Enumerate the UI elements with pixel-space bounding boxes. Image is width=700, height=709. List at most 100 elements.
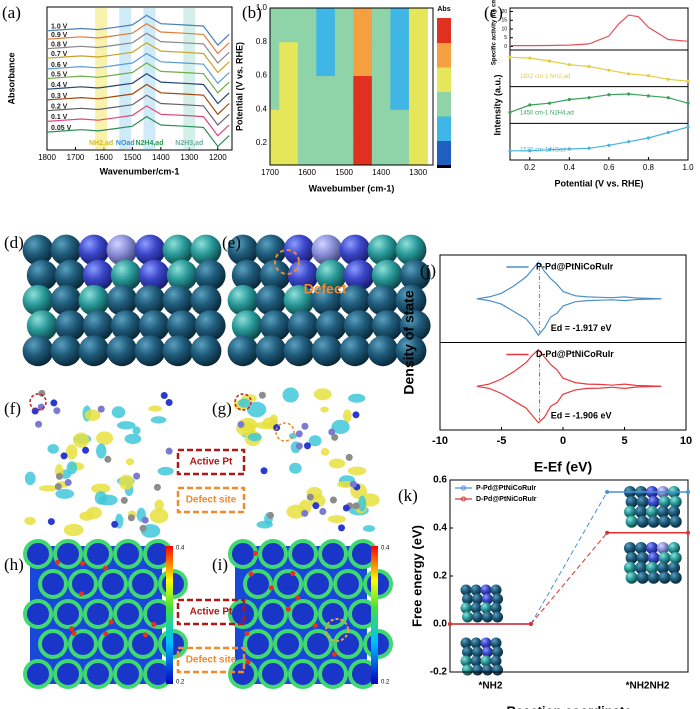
atom-sphere: [255, 335, 287, 367]
point: [508, 149, 512, 153]
contour-ring: [83, 599, 113, 629]
atom-sphere: [399, 310, 431, 341]
model-sphere: [623, 561, 637, 574]
contour-ring: [228, 659, 258, 689]
box-label: Active Pt: [190, 607, 233, 618]
model-sphere: [625, 571, 638, 584]
charge-blob: [238, 398, 251, 408]
band-label: NOad: [116, 140, 135, 147]
model-sphere: [482, 593, 493, 605]
charge-blob: [269, 414, 278, 426]
heatmap-cell: [371, 75, 391, 110]
illustrations: Defect 0.4 0.2 0.4 0.2 Active Pt Defect site Ac…: [22, 234, 682, 689]
point: [627, 140, 631, 144]
point: [567, 147, 571, 151]
model-sphere: [658, 571, 671, 584]
point: [686, 125, 690, 129]
charge-blob: [47, 443, 59, 454]
charge-blob: [79, 511, 95, 521]
contour-hot: [295, 595, 301, 601]
atom-sphere: [138, 259, 170, 291]
heatmap-cell: [334, 109, 354, 144]
level-end: [448, 622, 452, 626]
heatmap-cell: [316, 109, 336, 144]
charge-blob: [111, 406, 126, 419]
atom-sphere: [283, 335, 315, 367]
colorbar-tick: 0.2: [381, 680, 390, 686]
band: [95, 8, 108, 149]
model-sphere: [647, 495, 660, 508]
legend-label: P-Pd@PtNiCoRuIr: [476, 485, 536, 492]
contour-ring: [113, 599, 143, 629]
y-axis-label: Absorbance: [6, 52, 16, 104]
point: [547, 101, 552, 105]
series-label: 0.7 V: [51, 51, 68, 58]
atom-sphere: [82, 310, 114, 341]
contour-ring: [38, 629, 68, 659]
point: [528, 103, 532, 107]
heatmap-cell: [371, 8, 391, 43]
plot-frame: [269, 7, 434, 166]
atom-sphere: [194, 259, 226, 291]
ed-label: Ed = -1.906 eV: [551, 410, 612, 420]
charge-blob: [313, 388, 332, 401]
x-tick-label: 1300: [409, 168, 427, 177]
atom: [165, 447, 173, 455]
model-sphere: [656, 505, 670, 518]
model-sphere: [480, 584, 492, 596]
atom: [55, 472, 63, 480]
atom: [301, 422, 309, 430]
contour-ring: [113, 659, 143, 689]
atom-sphere: [259, 259, 291, 291]
model-sphere: [492, 611, 503, 623]
atom-sphere: [367, 234, 399, 266]
contour-ring: [273, 569, 303, 599]
x-tick-label: 1500: [123, 153, 141, 162]
atom-sphere: [134, 234, 166, 266]
heatmap-cell: [270, 8, 280, 43]
legend-label: P-Pd@PtNiCoRuIr: [536, 261, 614, 271]
line: [46, 22, 230, 55]
band-label: N2H4,ad: [135, 140, 163, 147]
line: [46, 105, 230, 137]
model-sphere: [645, 541, 659, 555]
y-axis-label: Specific activity mA cm-2: [492, 0, 498, 65]
y-tick-label: 1.0: [256, 3, 268, 12]
model-sphere: [625, 495, 638, 508]
colorbar-step: [437, 67, 451, 92]
line: [46, 42, 230, 74]
charge-blob: [65, 444, 78, 460]
model-sphere: [470, 637, 482, 649]
charge-blob: [358, 495, 367, 512]
colorbar-tick: 0.4: [176, 546, 185, 552]
atom-sphere: [311, 335, 343, 367]
atom: [60, 452, 68, 460]
label-box: [176, 646, 246, 674]
atom-sphere: [138, 310, 170, 341]
atom-sphere: [311, 234, 343, 266]
colorbar-end: [437, 165, 451, 168]
heatmap-cell: [408, 8, 428, 43]
heatmap-cell: [353, 109, 373, 144]
atom: [153, 483, 161, 491]
atom-sphere: [190, 234, 222, 266]
y-axis-label: Density of state: [401, 290, 417, 394]
y-tick-label: 0.0: [433, 619, 447, 630]
x-tick-label: *NH2: [479, 681, 503, 692]
colorbar-tick: 0.4: [381, 546, 390, 552]
panel-label: (a): [2, 3, 21, 22]
atom-sphere: [339, 285, 371, 316]
point: [666, 96, 670, 100]
contour-ring: [288, 539, 318, 569]
x-axis-label: Wavebumber (cm-1): [309, 183, 395, 193]
y-tick-label: 0.8: [256, 37, 268, 46]
atom: [160, 392, 168, 400]
model-sphere: [658, 515, 671, 528]
series-label: 1632 cm-1 NH2,ad: [520, 74, 570, 80]
defect-ring: [274, 249, 300, 275]
atom: [319, 507, 327, 515]
point: [587, 146, 591, 150]
model-sphere: [623, 505, 637, 518]
contour-ring: [318, 659, 348, 689]
atom: [331, 433, 339, 441]
